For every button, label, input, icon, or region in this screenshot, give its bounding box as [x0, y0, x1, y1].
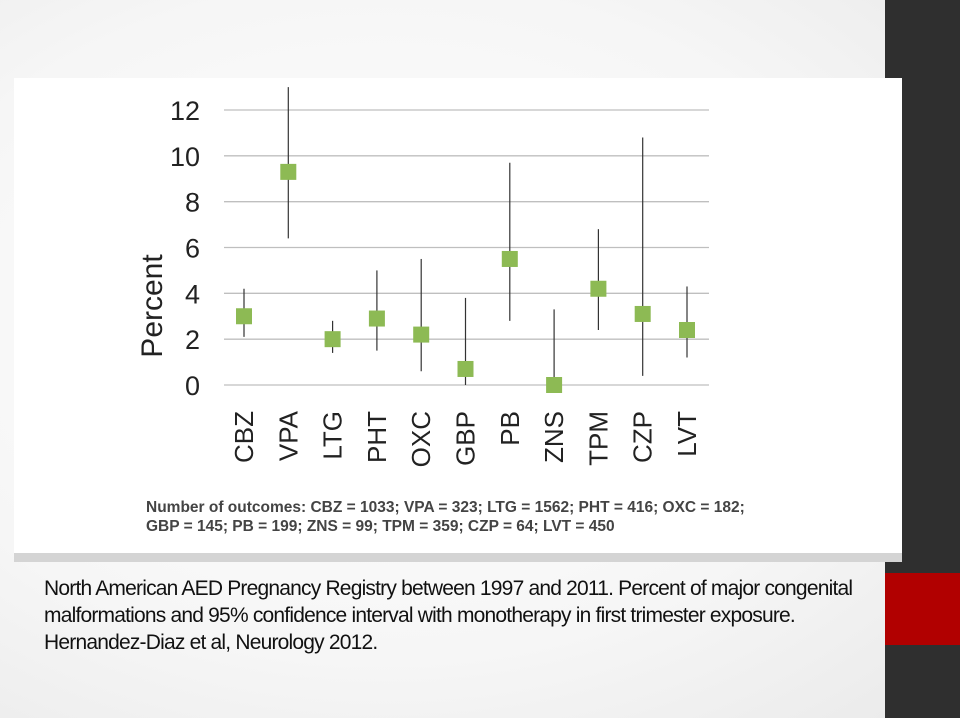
y-tick-label: 2 [185, 325, 200, 355]
caption-line-2: malformations and 95% confidence interva… [44, 604, 796, 627]
y-tick-label: 10 [170, 142, 200, 172]
point-marker-vpa [280, 163, 297, 180]
point-marker-zns [546, 377, 563, 393]
footnote-line-2: GBP = 145; PB = 199; ZNS = 99; TPM = 359… [146, 518, 615, 535]
x-tick-label: GBP [451, 411, 481, 466]
y-tick-label: 0 [185, 371, 200, 401]
point-marker-czp [634, 305, 651, 322]
y-tick-label: 6 [185, 234, 200, 264]
x-tick-label: CZP [628, 411, 658, 463]
x-tick-label: LVT [672, 411, 702, 457]
point-marker-pb [501, 250, 518, 267]
x-tick-label: TPM [583, 411, 613, 466]
point-marker-tpm [590, 280, 607, 297]
point-marker-lvt [679, 322, 695, 338]
slide-side-accent [885, 573, 960, 645]
point-marker-oxc [413, 326, 430, 343]
x-tick-label: PB [495, 411, 525, 446]
y-tick-label: 8 [185, 188, 200, 218]
point-marker-pht [368, 310, 385, 327]
slide-caption: North American AED Pregnancy Registry be… [44, 575, 894, 656]
y-tick-label: 12 [170, 96, 200, 126]
point-marker-ltg [324, 331, 341, 348]
chart-panel: 0 2 4 6 8 10 12 CBZ VPA LTG PHT OXC GBP PB ZNS TPM CZP L… [14, 78, 902, 562]
caption-line-1: North American AED Pregnancy Registry be… [44, 577, 853, 600]
caption-line-3: Hernandez-Diaz et al, Neurology 2012. [44, 631, 378, 654]
point-marker-cbz [236, 308, 252, 325]
x-tick-label: ZNS [539, 411, 569, 463]
y-tick-label: 4 [185, 279, 200, 309]
chart-svg: 0 2 4 6 8 10 12 CBZ VPA LTG PHT OXC GBP PB ZNS TPM CZP L… [136, 87, 745, 535]
x-tick-label: LTG [318, 411, 348, 460]
point-marker-gbp [457, 360, 474, 377]
x-tick-label: PHT [362, 411, 392, 463]
footnote-line-1: Number of outcomes: CBZ = 1033; VPA = 32… [146, 499, 745, 516]
y-axis-label: Percent [136, 254, 169, 358]
x-tick-label: VPA [273, 410, 303, 461]
x-tick-label: OXC [406, 411, 436, 467]
x-tick-label: CBZ [229, 411, 259, 463]
